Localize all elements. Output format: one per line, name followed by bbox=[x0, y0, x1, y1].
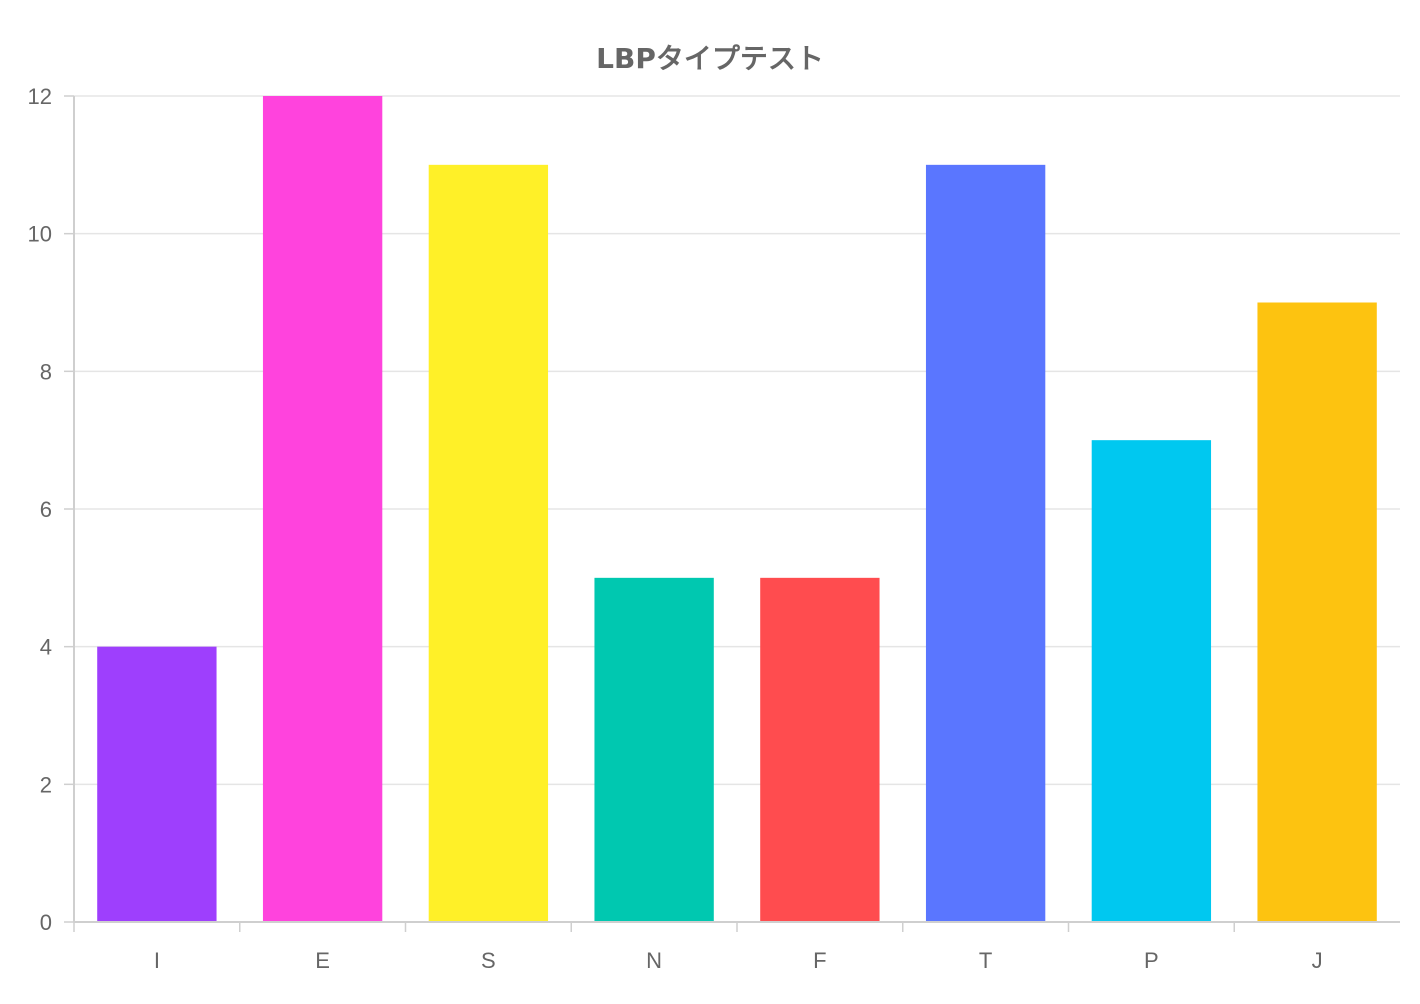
bar-layer bbox=[97, 96, 1377, 923]
chart-title: LBPタイプテスト bbox=[596, 42, 824, 75]
bar-E[interactable] bbox=[262, 96, 383, 922]
bar-J[interactable] bbox=[1257, 302, 1377, 923]
axis-layer bbox=[73, 96, 1400, 923]
x-tick-label: J bbox=[1312, 948, 1323, 973]
y-tick-label: 8 bbox=[40, 359, 52, 384]
y-tick-label: 4 bbox=[40, 635, 52, 660]
x-tick-label: S bbox=[481, 948, 496, 973]
bar-S[interactable] bbox=[428, 164, 549, 923]
bar-P[interactable] bbox=[1091, 440, 1212, 922]
y-tick-label: 6 bbox=[40, 497, 52, 522]
y-tick-label: 12 bbox=[28, 84, 52, 109]
bar-T[interactable] bbox=[925, 164, 1046, 923]
y-tick-labels: 0 2 4 6 8 10 12 bbox=[28, 84, 52, 935]
x-tick-label: T bbox=[979, 948, 992, 973]
x-tick-label: I bbox=[154, 948, 160, 973]
x-tick-label: F bbox=[813, 948, 826, 973]
x-tick-label: E bbox=[315, 948, 330, 973]
x-tick-label: N bbox=[646, 948, 662, 973]
y-tick-label: 0 bbox=[40, 910, 52, 935]
bar-N[interactable] bbox=[594, 577, 714, 922]
bar-I[interactable] bbox=[97, 646, 217, 922]
y-tick-label: 2 bbox=[40, 772, 52, 797]
x-tick-label: P bbox=[1144, 948, 1159, 973]
bar-F[interactable] bbox=[760, 577, 880, 922]
y-tick-label: 10 bbox=[28, 222, 52, 247]
